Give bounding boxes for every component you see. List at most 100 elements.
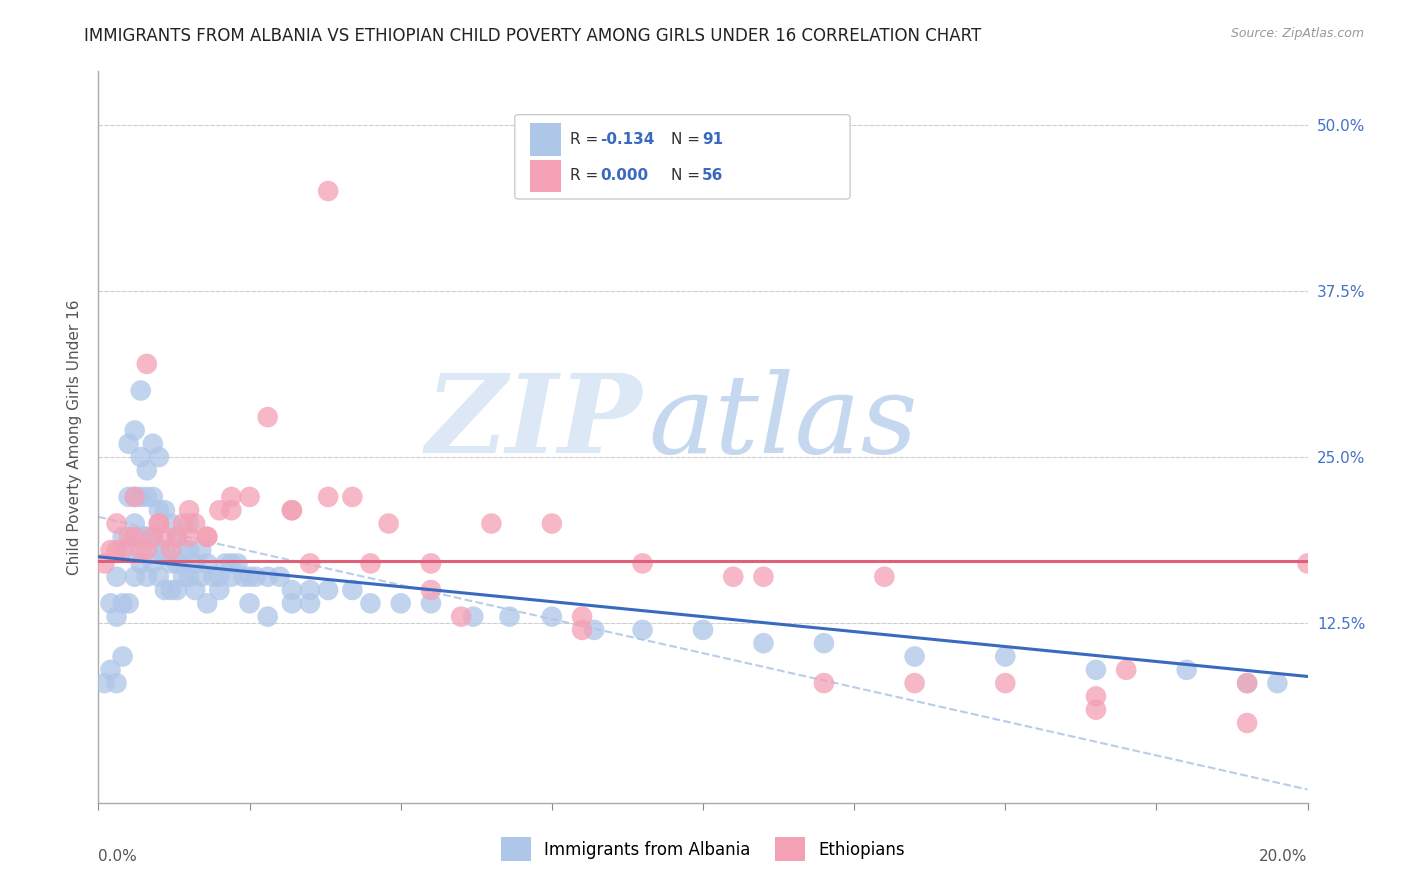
Point — [118, 436, 141, 450]
Point — [184, 516, 207, 531]
Point — [195, 557, 218, 571]
Point — [184, 557, 207, 571]
Point — [129, 384, 152, 398]
Point — [129, 530, 152, 544]
Text: 0.000: 0.000 — [600, 169, 648, 183]
Text: ZIP: ZIP — [426, 368, 643, 476]
Point — [179, 516, 201, 531]
Point — [498, 609, 520, 624]
Point — [153, 530, 176, 544]
Point — [256, 570, 278, 584]
Point — [450, 609, 472, 624]
Point — [281, 503, 304, 517]
Point — [256, 609, 278, 624]
Point — [184, 582, 207, 597]
Point — [316, 582, 339, 597]
Text: atlas: atlas — [648, 368, 918, 476]
Point — [1175, 663, 1198, 677]
Point — [142, 530, 165, 544]
Point — [111, 649, 134, 664]
Point — [111, 543, 134, 558]
Point — [100, 543, 122, 558]
Point — [752, 570, 775, 584]
Point — [148, 570, 170, 584]
Point — [299, 596, 322, 610]
Point — [540, 516, 562, 531]
Point — [873, 570, 896, 584]
Point — [124, 490, 146, 504]
Point — [105, 516, 128, 531]
Point — [583, 623, 606, 637]
Point — [245, 570, 267, 584]
Point — [190, 570, 212, 584]
Point — [100, 663, 122, 677]
Point — [179, 530, 201, 544]
Point — [1115, 663, 1137, 677]
Point — [135, 543, 157, 558]
Point — [142, 436, 165, 450]
Text: 20.0%: 20.0% — [1260, 849, 1308, 864]
Point — [208, 570, 231, 584]
Text: R =: R = — [569, 132, 603, 147]
Point — [1085, 663, 1108, 677]
Point — [135, 357, 157, 371]
Point — [105, 609, 128, 624]
Point — [342, 490, 364, 504]
Point — [135, 490, 157, 504]
Point — [129, 543, 152, 558]
Point — [994, 676, 1017, 690]
Point — [142, 490, 165, 504]
Legend: Immigrants from Albania, Ethiopians: Immigrants from Albania, Ethiopians — [494, 830, 912, 868]
Point — [160, 557, 183, 571]
Point — [166, 557, 188, 571]
Point — [239, 490, 262, 504]
Point — [226, 557, 249, 571]
Point — [172, 570, 194, 584]
Text: 56: 56 — [702, 169, 723, 183]
Point — [118, 530, 141, 544]
Text: R =: R = — [569, 169, 603, 183]
Point — [148, 450, 170, 464]
Point — [813, 636, 835, 650]
Point — [420, 596, 443, 610]
Point — [239, 570, 262, 584]
Point — [994, 649, 1017, 664]
Point — [221, 557, 243, 571]
Point — [269, 570, 291, 584]
Point — [1085, 703, 1108, 717]
Point — [135, 570, 157, 584]
Point — [124, 424, 146, 438]
Text: IMMIGRANTS FROM ALBANIA VS ETHIOPIAN CHILD POVERTY AMONG GIRLS UNDER 16 CORRELAT: IMMIGRANTS FROM ALBANIA VS ETHIOPIAN CHI… — [84, 27, 981, 45]
Point — [463, 609, 485, 624]
Point — [160, 582, 183, 597]
Point — [281, 503, 304, 517]
Point — [153, 543, 176, 558]
Point — [631, 623, 654, 637]
Point — [571, 609, 593, 624]
Point — [571, 623, 593, 637]
Point — [195, 530, 218, 544]
Point — [195, 596, 218, 610]
Point — [214, 557, 236, 571]
Point — [195, 530, 218, 544]
Point — [148, 543, 170, 558]
Point — [208, 503, 231, 517]
Point — [1085, 690, 1108, 704]
Text: Source: ZipAtlas.com: Source: ZipAtlas.com — [1230, 27, 1364, 40]
Point — [172, 543, 194, 558]
Point — [1296, 557, 1319, 571]
Point — [179, 503, 201, 517]
Point — [142, 557, 165, 571]
Point — [124, 516, 146, 531]
Text: 91: 91 — [702, 132, 723, 147]
Point — [420, 582, 443, 597]
Point — [1236, 676, 1258, 690]
Point — [723, 570, 745, 584]
Point — [142, 530, 165, 544]
Point — [148, 516, 170, 531]
Point — [160, 543, 183, 558]
Point — [1236, 676, 1258, 690]
Point — [904, 649, 927, 664]
Point — [93, 676, 115, 690]
Point — [148, 516, 170, 531]
